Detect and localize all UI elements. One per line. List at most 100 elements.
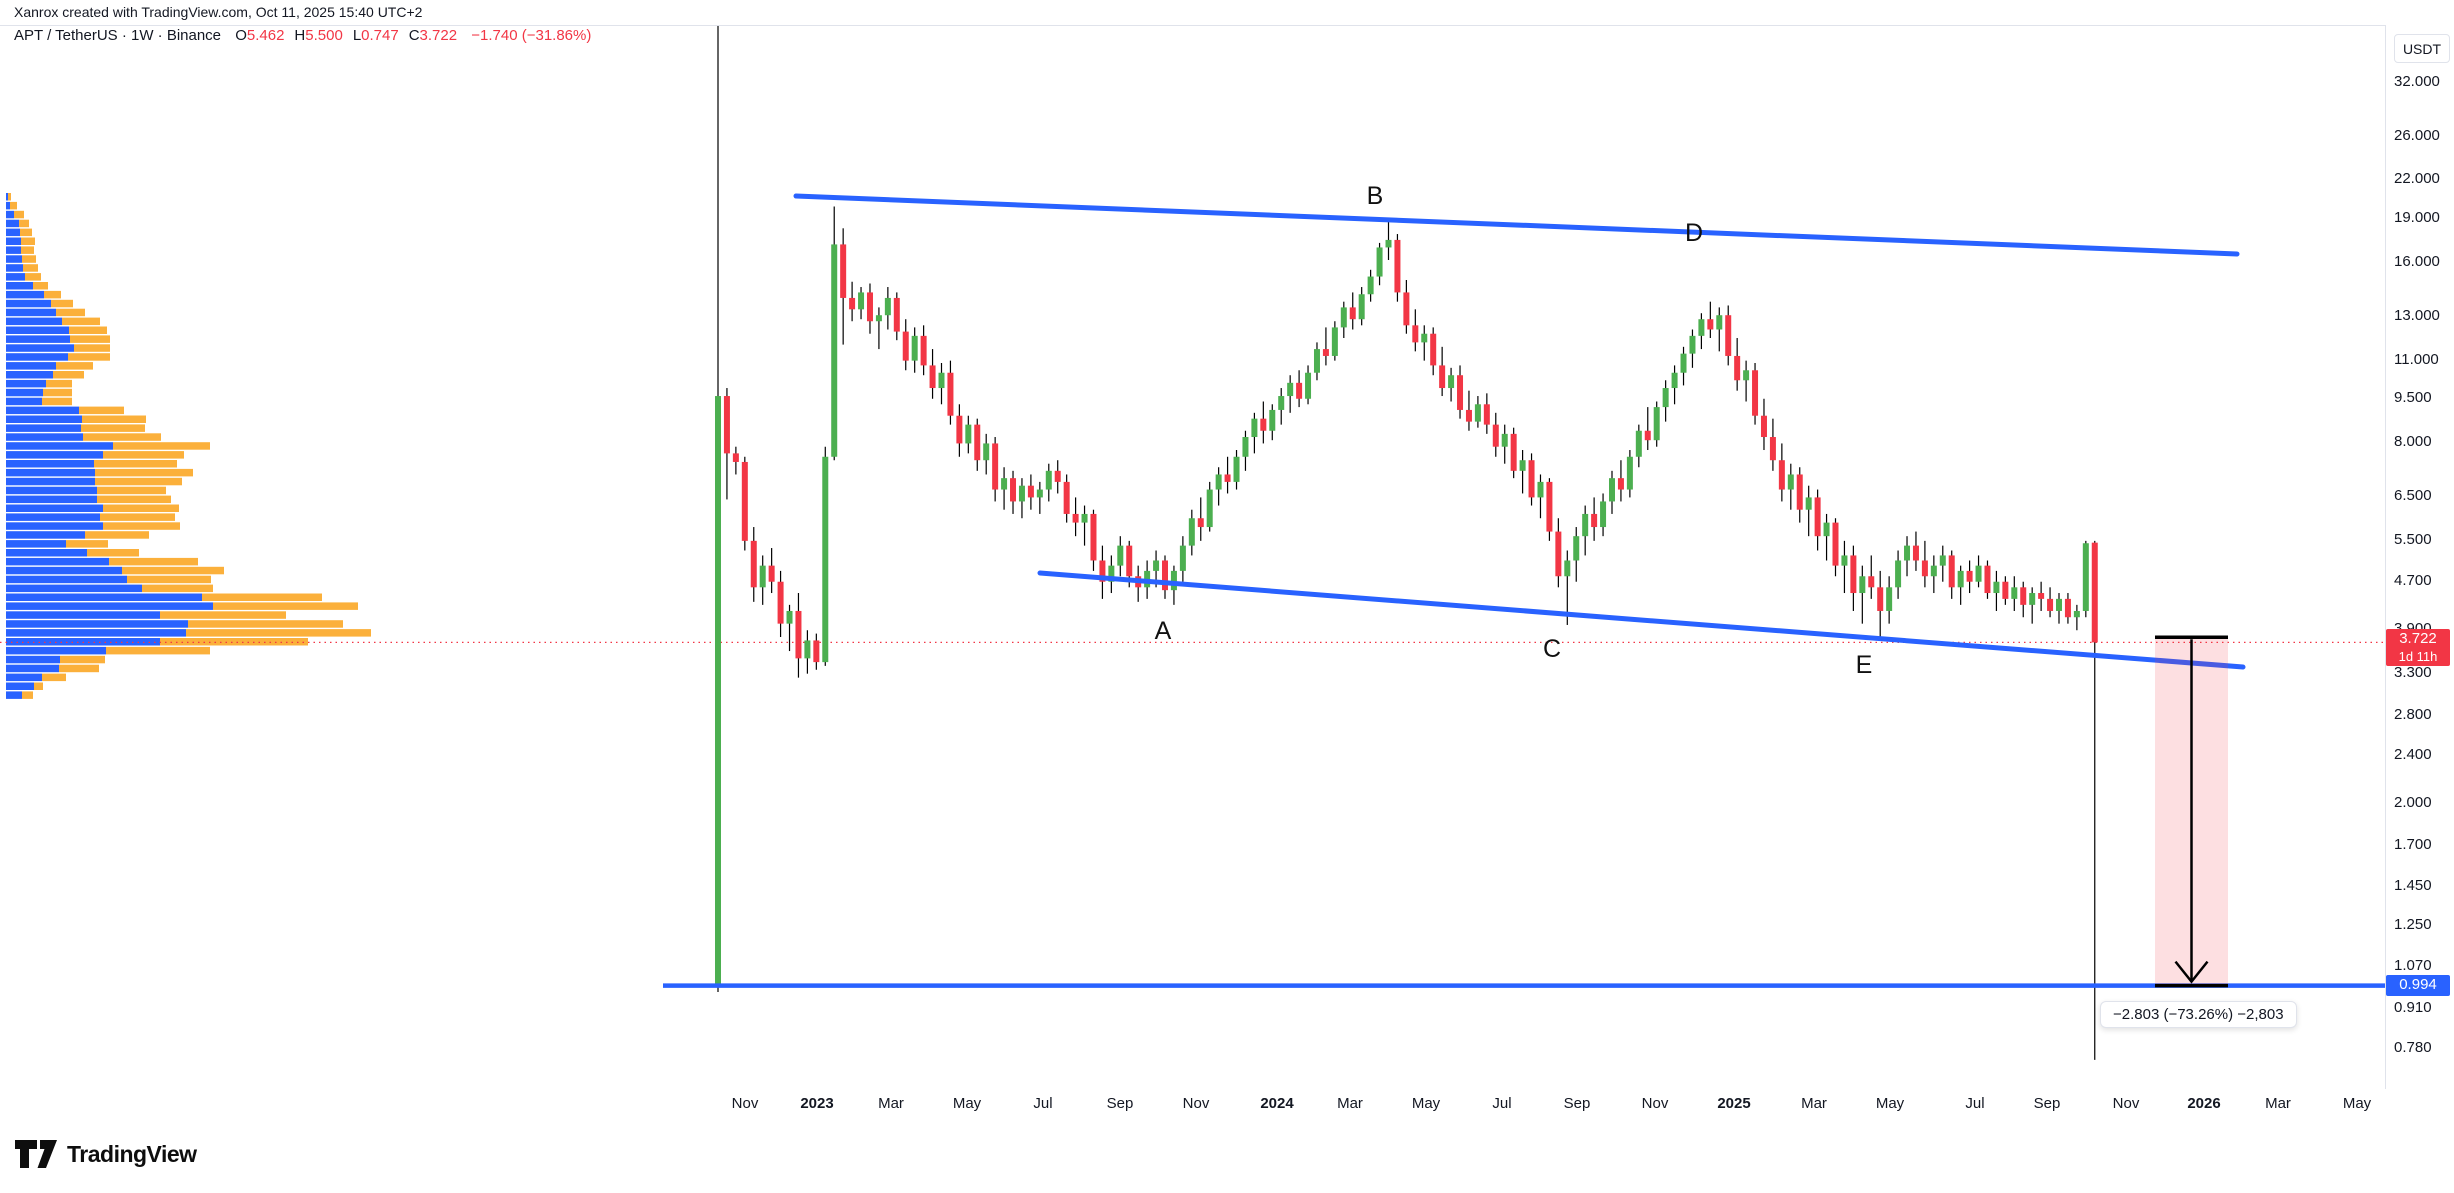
candle-down [1510,433,1517,471]
candle-up [1993,581,2000,594]
candle-up [1573,536,1580,561]
candle-up [1313,349,1320,373]
candle-up [1680,353,1687,373]
candle-down [1430,333,1437,366]
price-tick-label: 19.000 [2394,208,2440,226]
time-tick-label: 2023 [800,1095,834,1112]
candle-down [929,365,936,389]
candle-down [1090,513,1097,561]
symbol-title[interactable]: APT / TetherUS · 1W · Binance [14,27,222,44]
candle-down [723,396,730,454]
candle-down [1868,576,1875,588]
time-tick-label: Sep [1106,1095,1134,1112]
currency-toggle-button[interactable]: USDT [2394,34,2450,63]
price-chart-canvas[interactable]: A B C D E [0,26,2385,1088]
candle-down [1197,518,1204,528]
price-tick-label: 11.000 [2394,350,2439,368]
wave-label-D[interactable]: D [1685,219,1703,247]
time-tick-label: 2026 [2187,1095,2221,1112]
candle-down [2064,598,2071,618]
footer-brand[interactable]: TradingView [15,1140,197,1168]
measure-projection[interactable] [2155,635,2228,988]
price-axis[interactable]: 32.000 26.000 22.000 19.000 16.000 13.000 11.0… [2386,25,2454,1087]
candle-down [1063,481,1070,514]
candle-down [1752,370,1759,416]
time-tick-label: May [1875,1095,1905,1112]
price-tick-label: 13.000 [2394,307,2440,325]
candle-up [1635,430,1642,457]
time-tick-label: Nov [1182,1095,1210,1112]
wave-label-B[interactable]: B [1367,182,1384,210]
candle-down [1528,460,1535,498]
candle-down [956,415,963,444]
time-axis[interactable]: Nov 2023 Mar May Jul Sep Nov 2024 Mar May Jul Sep No… [0,1088,2385,1120]
time-tick-label: May [2342,1095,2372,1112]
price-tick-label: 0.780 [2394,1038,2432,1056]
price-tick-label: 2.000 [2394,793,2432,811]
candle-down [732,453,739,462]
candle-up [1501,433,1508,447]
candle-down [849,297,856,310]
time-tick-label: 2025 [1717,1095,1751,1112]
chart-pane[interactable]: A B C D E [0,25,2386,1089]
candle-up [1036,489,1043,498]
projection-measure-tooltip: −2.803 (−73.26%) −2,803 [2100,1001,2297,1028]
candle-down [777,581,784,624]
candle-up [1626,456,1633,490]
price-tick-label: 22.000 [2394,170,2440,188]
candle-up [831,244,838,457]
candle-up [1340,307,1347,328]
candle-down [1877,587,1884,611]
symbol-legend[interactable]: APT / TetherUS · 1W · Binance O5.462 H5.5… [14,27,591,44]
price-tick-label: 4.700 [2394,571,2432,589]
wave-label-A[interactable]: A [1155,617,1172,645]
volume-profile [6,193,371,699]
candle-down [1778,460,1785,490]
candle-down [1921,560,1928,577]
candle-down [1555,531,1562,577]
candle-down [992,443,999,490]
candle-up [1215,474,1222,490]
wave-label-E[interactable]: E [1856,651,1873,679]
candle-down [1224,474,1231,482]
candle-down [1099,560,1106,582]
price-tick-label: 32.000 [2394,73,2440,90]
candle-up [1582,513,1589,537]
price-tick-label: 1.070 [2394,956,2432,974]
candle-down [1072,513,1079,523]
ohlc-values: O5.462 H5.500 L0.747 C3.722 [225,27,457,44]
candle-down [1814,497,1821,537]
bar-countdown: 1d 11h [2398,648,2438,664]
price-tick-label: 2.800 [2394,706,2432,724]
candle-up [1841,555,1848,566]
ohlc-key: O [235,27,247,44]
candle-down [1912,545,1919,561]
time-tick-label: Nov [1641,1095,1669,1112]
lower-trendline[interactable] [1037,570,2246,670]
candle-down [1734,355,1741,381]
wave-label-C[interactable]: C [1543,635,1561,663]
candle-down [1465,409,1472,422]
candle-down [1162,560,1168,591]
candle-down [1457,375,1464,410]
candle-up [1188,518,1195,546]
candle-up [1895,560,1902,588]
last-price-value: 3.722 [2399,630,2437,647]
candle-down [893,297,900,332]
time-tick-label: Nov [731,1095,759,1112]
candle-down [2020,587,2027,605]
candle-up [786,610,793,624]
candle-up [1385,239,1392,248]
tradingview-brand-text: TradingView [67,1140,197,1167]
upper-trendline[interactable] [793,193,2240,257]
candle-up [2029,593,2036,605]
candle-down [750,540,757,588]
candle-up [1859,576,1866,594]
candle-up [1179,545,1186,571]
candle-up [1474,404,1481,422]
candle-down [1403,292,1410,326]
price-tick-label: 0.910 [2394,998,2432,1016]
time-tick-label: Mar [1337,1095,1363,1112]
price-tick-label: 26.000 [2394,126,2440,144]
candle-up [1886,587,1893,611]
